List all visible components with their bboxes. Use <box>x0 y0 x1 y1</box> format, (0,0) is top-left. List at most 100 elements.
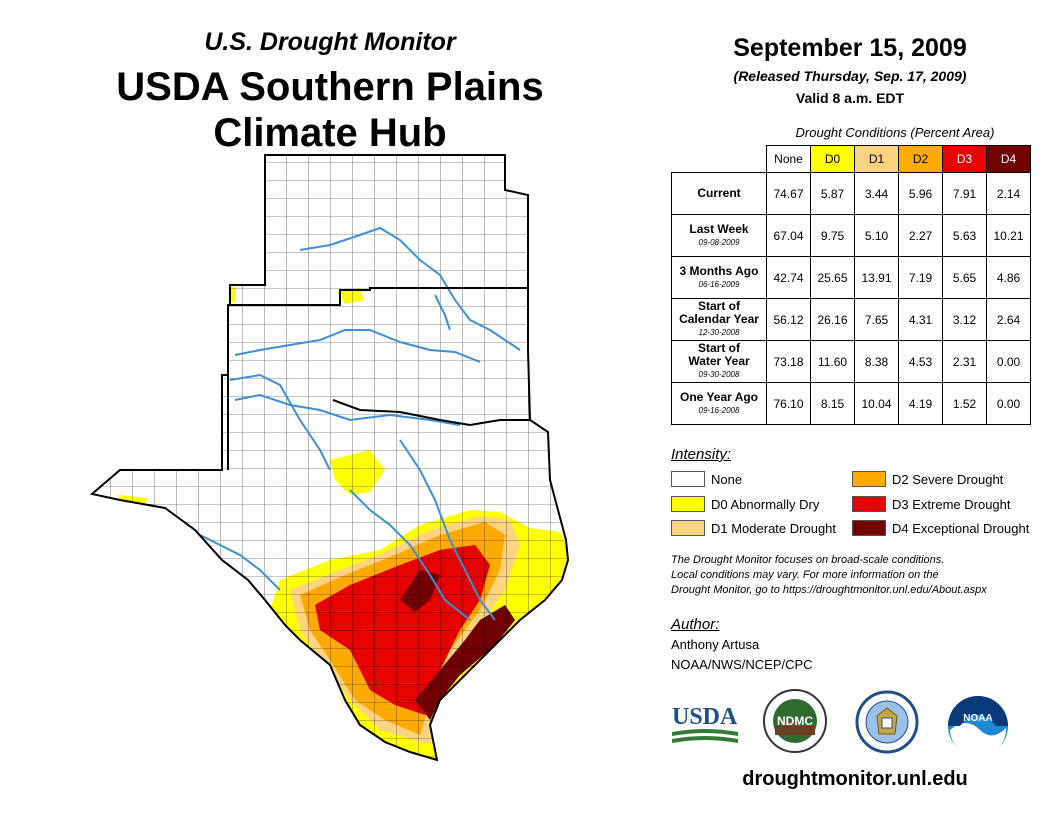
table-row: One Year Ago 09-16-2008 76.10 8.15 10.04… <box>671 382 1031 425</box>
col-header-d2: D2 <box>898 145 943 173</box>
table-row: Start of Calendar Year 12-30-2008 56.12 … <box>671 298 1031 341</box>
row-date: 09-16-2008 <box>698 405 740 415</box>
drought-map <box>89 154 570 762</box>
table-cell: 8.15 <box>810 382 855 425</box>
legend-item-d3: D3 Extreme Drought <box>852 496 1011 512</box>
col-header-d1: D1 <box>854 145 899 173</box>
title-line-2: Climate Hub <box>213 111 447 155</box>
row-date: 09-30-2008 <box>698 370 740 379</box>
col-header-none: None <box>766 145 811 173</box>
legend-item-none: None <box>671 471 742 487</box>
table-cell: 2.14 <box>986 172 1031 215</box>
table-row: 3 Months Ago 06-16-2009 42.74 25.65 13.9… <box>671 256 1031 299</box>
author-title: Author: <box>671 616 720 633</box>
legend-label: D2 Severe Drought <box>892 471 1004 487</box>
legend-label: D1 Moderate Drought <box>711 520 837 536</box>
row-label-text: Start of <box>698 299 740 313</box>
row-label-text: Start of <box>698 341 740 355</box>
table-cell: 4.19 <box>898 382 943 425</box>
table-cell: 5.10 <box>854 214 899 257</box>
footer-url[interactable]: droughtmonitor.unl.edu <box>742 768 968 790</box>
table-cell: 7.19 <box>898 256 943 299</box>
legend-label: None <box>711 471 743 487</box>
noaa-logo: NOAA <box>948 696 1008 758</box>
release-date: (Released Thursday, Sep. 17, 2009) <box>733 68 967 84</box>
table-cell: 2.64 <box>986 298 1031 341</box>
table-cell: 4.86 <box>986 256 1031 299</box>
svg-text:NDMC: NDMC <box>777 714 813 728</box>
legend-label: D3 Extreme Drought <box>892 496 1011 512</box>
drought-conditions-table: None D0 D1 D2 D3 D4 Current 74.67 5.87 3… <box>671 145 1031 425</box>
legend-swatch <box>671 520 705 536</box>
ndmc-logo: NDMC <box>763 689 827 753</box>
table-cell: 10.21 <box>986 214 1031 257</box>
kansas-oklahoma-border <box>230 287 528 306</box>
row-date: 09-08-2009 <box>698 237 740 247</box>
row-label-text: Current <box>697 186 741 200</box>
svg-text:NOAA: NOAA <box>963 713 992 724</box>
table-cell: 3.44 <box>854 172 899 215</box>
table-cell: 8.38 <box>854 340 899 383</box>
table-cell: 26.16 <box>810 298 855 341</box>
col-header-d3: D3 <box>942 145 987 173</box>
table-cell: 9.75 <box>810 214 855 257</box>
table-cell: 56.12 <box>766 298 811 341</box>
table-cell: 42.74 <box>766 256 811 299</box>
map-date: September 15, 2009 <box>733 34 967 62</box>
table-cell: 5.96 <box>898 172 943 215</box>
row-label: Start of Water Year 09-30-2008 <box>671 340 767 383</box>
table-cell: 5.65 <box>942 256 987 299</box>
svg-text:USDA: USDA <box>672 704 738 730</box>
table-cell: 74.67 <box>766 172 811 215</box>
table-cell: 10.04 <box>854 382 899 425</box>
table-row: Current 74.67 5.87 3.44 5.96 7.91 2.14 <box>671 172 1031 215</box>
oklahoma-texas-border <box>227 375 530 470</box>
author-name: Anthony Artusa <box>671 637 760 652</box>
table-row: Last Week 09-08-2009 67.04 9.75 5.10 2.2… <box>671 214 1031 257</box>
legend-swatch <box>852 520 886 536</box>
table-cell: 2.31 <box>942 340 987 383</box>
table-cell: 2.27 <box>898 214 943 257</box>
row-label: One Year Ago 09-16-2008 <box>671 382 767 425</box>
map-subtitle: U.S. Drought Monitor <box>204 28 456 56</box>
map-title: USDA Southern Plains Climate Hub <box>80 64 580 156</box>
table-cell: 73.18 <box>766 340 811 383</box>
legend-label: D4 Exceptional Drought <box>892 520 1030 536</box>
legend-item-d2: D2 Severe Drought <box>852 471 1003 487</box>
table-cell: 0.00 <box>986 382 1031 425</box>
usda-logo: USDA <box>672 704 738 743</box>
table-cell: 4.31 <box>898 298 943 341</box>
legend-item-d0: D0 Abnormally Dry <box>671 496 819 512</box>
table-cell: 1.52 <box>942 382 987 425</box>
legend-item-d4: D4 Exceptional Drought <box>852 520 1029 536</box>
legend-title: Intensity: <box>671 446 732 463</box>
author-org: NOAA/NWS/NCEP/CPC <box>671 657 813 672</box>
table-header-row: None D0 D1 D2 D3 D4 <box>672 145 1031 173</box>
table-cell: 0.00 <box>986 340 1031 383</box>
row-date: 06-16-2009 <box>698 279 740 289</box>
table-cell: 67.04 <box>766 214 811 257</box>
legend-swatch <box>852 471 886 487</box>
row-label-text: One Year Ago <box>679 389 759 404</box>
region-outline <box>89 154 570 762</box>
row-label: Last Week 09-08-2009 <box>671 214 767 257</box>
row-label: Start of Calendar Year 12-30-2008 <box>671 298 767 341</box>
row-label-text: Last Week <box>689 221 749 236</box>
note-line: Local conditions may vary. For more info… <box>671 569 939 581</box>
note-line: Drought Monitor, go to https://droughtmo… <box>671 584 987 596</box>
seal-logo <box>855 690 919 754</box>
row-label-text-2: Calendar Year <box>679 312 759 326</box>
legend-label: D0 Abnormally Dry <box>711 496 820 512</box>
disclaimer-note: The Drought Monitor focuses on broad-sca… <box>671 553 1051 598</box>
table-cell: 11.60 <box>810 340 855 383</box>
table-cell: 7.91 <box>942 172 987 215</box>
table-row: Start of Water Year 09-30-2008 73.18 11.… <box>671 340 1031 383</box>
row-label: Current <box>671 172 767 215</box>
col-header-d0: D0 <box>810 145 855 173</box>
table-cell: 13.91 <box>854 256 899 299</box>
legend-swatch <box>671 496 705 512</box>
col-header-d4: D4 <box>986 145 1031 173</box>
row-label-text-2: Water Year <box>688 354 750 368</box>
row-label-text: 3 Months Ago <box>679 263 759 278</box>
table-cell: 76.10 <box>766 382 811 425</box>
